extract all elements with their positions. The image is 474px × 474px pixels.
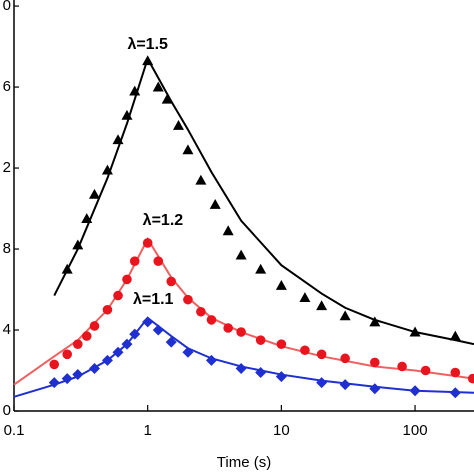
marker — [275, 371, 287, 383]
marker — [49, 359, 60, 370]
marker — [172, 120, 184, 130]
marker — [339, 310, 351, 321]
marker — [89, 321, 100, 331]
marker — [449, 330, 461, 341]
y-tick-label: 0 — [3, 402, 11, 419]
x-tick-label: 1 — [144, 422, 152, 439]
marker — [152, 81, 164, 92]
marker — [255, 263, 267, 274]
marker — [206, 315, 217, 325]
marker — [300, 345, 310, 356]
marker — [182, 346, 194, 358]
marker — [276, 339, 287, 349]
marker — [61, 263, 73, 274]
marker — [420, 365, 431, 376]
marker — [153, 256, 164, 266]
marker — [223, 323, 233, 333]
marker — [165, 336, 177, 348]
x-tick-label: 10 — [273, 422, 290, 439]
marker — [236, 327, 246, 337]
marker — [81, 331, 92, 341]
marker — [255, 335, 266, 345]
annotation: λ=1.2 — [143, 212, 184, 229]
marker — [88, 362, 100, 374]
marker — [166, 276, 177, 287]
marker — [72, 339, 83, 349]
marker — [81, 213, 93, 224]
marker — [88, 188, 100, 199]
marker — [142, 238, 153, 248]
y-tick-label: 8 — [3, 240, 11, 257]
marker — [467, 373, 474, 384]
marker — [316, 349, 327, 360]
marker — [161, 93, 173, 104]
marker — [370, 357, 380, 368]
marker — [397, 361, 407, 372]
marker — [409, 385, 421, 397]
marker — [316, 300, 328, 311]
marker — [235, 362, 247, 374]
marker — [112, 134, 124, 145]
fit-line — [53, 56, 474, 346]
marker — [409, 326, 421, 337]
annotation: λ=1.1 — [133, 291, 174, 308]
marker — [129, 256, 140, 266]
y-tick-label: 0 — [3, 0, 11, 14]
marker — [61, 373, 73, 385]
marker — [122, 274, 132, 285]
marker — [195, 174, 207, 185]
marker — [142, 55, 154, 66]
marker — [299, 292, 311, 303]
x-tick-label: 100 — [403, 422, 428, 439]
marker — [142, 316, 154, 328]
marker — [339, 379, 351, 391]
annotation: λ=1.5 — [127, 36, 168, 53]
marker — [101, 354, 113, 366]
y-tick-label: 2 — [3, 159, 11, 176]
marker — [72, 369, 84, 381]
marker — [62, 349, 72, 360]
marker — [129, 85, 141, 96]
marker — [369, 316, 381, 327]
marker — [72, 239, 84, 250]
marker — [255, 367, 267, 379]
marker — [196, 306, 206, 317]
marker — [340, 353, 350, 364]
marker — [205, 354, 217, 366]
marker — [183, 294, 193, 305]
marker — [113, 290, 123, 301]
marker — [152, 324, 164, 336]
marker — [316, 377, 328, 389]
marker — [209, 198, 221, 209]
marker — [450, 367, 461, 378]
x-tick-label: 0.1 — [4, 422, 25, 439]
marker — [222, 225, 234, 236]
x-axis-label: Time (s) — [217, 454, 271, 471]
y-tick-label: 4 — [3, 321, 11, 338]
marker — [235, 249, 247, 260]
marker — [101, 164, 113, 175]
marker — [182, 144, 194, 155]
marker — [129, 328, 141, 340]
marker — [369, 383, 381, 395]
marker — [121, 109, 133, 120]
marker — [102, 304, 113, 315]
y-tick-label: 6 — [3, 78, 11, 95]
marker — [275, 279, 287, 290]
marker — [449, 387, 461, 399]
marker — [112, 346, 124, 358]
marker — [48, 377, 60, 389]
marker — [121, 338, 133, 350]
